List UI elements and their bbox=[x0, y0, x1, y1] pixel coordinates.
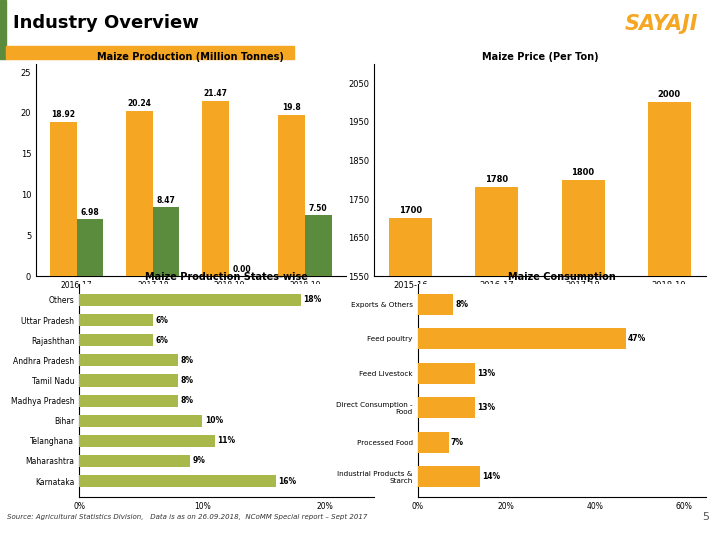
Text: Industry Overview: Industry Overview bbox=[13, 14, 199, 31]
Text: SAYAJI: SAYAJI bbox=[625, 14, 698, 34]
Bar bbox=[79, 475, 276, 487]
Bar bbox=[305, 215, 331, 276]
Text: 8.47: 8.47 bbox=[157, 195, 176, 205]
Text: 13%: 13% bbox=[477, 403, 495, 412]
Bar bbox=[79, 294, 301, 306]
Text: 20.24: 20.24 bbox=[127, 99, 151, 109]
Bar bbox=[278, 114, 305, 276]
Bar bbox=[475, 187, 518, 540]
Bar bbox=[562, 180, 605, 540]
Bar bbox=[418, 363, 475, 383]
Bar bbox=[126, 111, 153, 276]
Bar bbox=[418, 467, 480, 487]
Bar bbox=[202, 101, 229, 276]
Text: 11%: 11% bbox=[217, 436, 235, 446]
Title: Maize Production States-wise: Maize Production States-wise bbox=[145, 272, 308, 282]
Text: 13%: 13% bbox=[477, 369, 495, 378]
Bar bbox=[79, 415, 202, 427]
Bar bbox=[79, 354, 178, 366]
Text: 2000: 2000 bbox=[657, 90, 680, 99]
Text: 9%: 9% bbox=[192, 456, 205, 465]
Text: 21.47: 21.47 bbox=[204, 90, 228, 98]
Text: 5: 5 bbox=[702, 512, 709, 522]
Bar bbox=[647, 103, 690, 540]
Bar bbox=[79, 455, 190, 467]
Bar bbox=[418, 294, 453, 315]
Text: 6.98: 6.98 bbox=[81, 208, 99, 217]
Text: 19.8: 19.8 bbox=[282, 103, 301, 112]
Bar bbox=[418, 328, 626, 349]
Title: Maize Production (Million Tonnes): Maize Production (Million Tonnes) bbox=[97, 52, 284, 62]
Bar bbox=[50, 122, 77, 276]
Title: Maize Price (Per Ton): Maize Price (Per Ton) bbox=[482, 52, 598, 62]
Text: 14%: 14% bbox=[482, 472, 500, 481]
Bar bbox=[79, 395, 178, 407]
Text: 1700: 1700 bbox=[400, 206, 423, 215]
Bar bbox=[79, 435, 215, 447]
Text: 7%: 7% bbox=[451, 438, 464, 447]
Text: 8%: 8% bbox=[455, 300, 468, 309]
Bar bbox=[79, 374, 178, 387]
Text: 6%: 6% bbox=[156, 315, 168, 325]
Text: 6%: 6% bbox=[156, 336, 168, 345]
Bar bbox=[6, 46, 294, 59]
Text: 10%: 10% bbox=[204, 416, 222, 425]
Title: Maize Consumption: Maize Consumption bbox=[508, 272, 616, 282]
Text: 1780: 1780 bbox=[485, 176, 508, 184]
Text: 7.50: 7.50 bbox=[309, 204, 328, 213]
Text: 0.00: 0.00 bbox=[233, 265, 251, 274]
Text: Source: Agricultural Statistics Division,   Data is as on 26.09.2018,  NCoMM Spe: Source: Agricultural Statistics Division… bbox=[7, 514, 368, 521]
Bar bbox=[77, 219, 104, 276]
Text: 1800: 1800 bbox=[572, 167, 595, 177]
Text: 16%: 16% bbox=[279, 477, 297, 485]
Text: 18%: 18% bbox=[303, 295, 321, 305]
Bar bbox=[390, 218, 433, 540]
Bar bbox=[79, 314, 153, 326]
Legend: Kharif, Rabi: Kharif, Rabi bbox=[143, 338, 239, 353]
Text: 18.92: 18.92 bbox=[51, 110, 76, 119]
Bar bbox=[418, 432, 449, 453]
Text: 47%: 47% bbox=[628, 334, 647, 343]
Text: 8%: 8% bbox=[180, 356, 193, 365]
Text: 8%: 8% bbox=[180, 376, 193, 385]
Bar bbox=[153, 207, 179, 276]
Bar bbox=[418, 397, 475, 418]
Bar bbox=[79, 334, 153, 346]
Text: 8%: 8% bbox=[180, 396, 193, 405]
Bar bbox=[0, 0, 6, 59]
